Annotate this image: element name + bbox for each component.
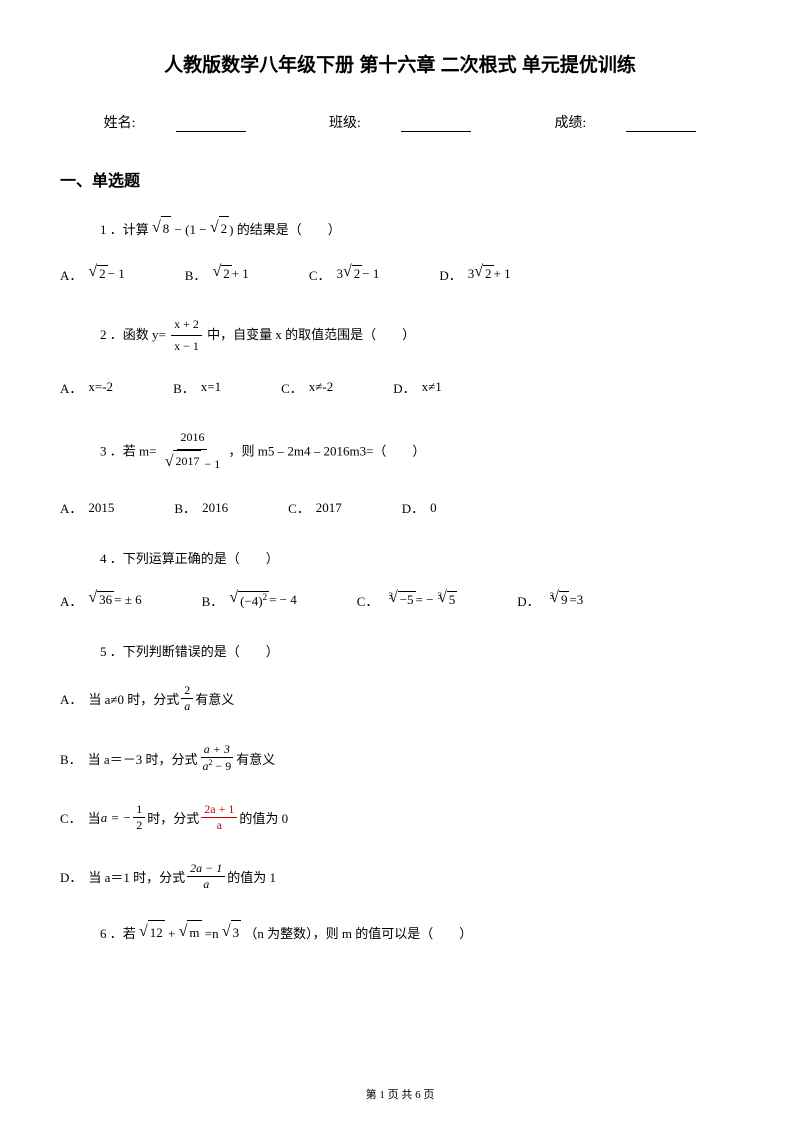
q5-option-c: C．当 a = −12时，分式2a + 1a 的值为 0 xyxy=(60,802,740,833)
question-6: 6 ．若 √12 + √m =n √3 （n 为整数），则 m 的值可以是（ ） xyxy=(100,920,740,949)
q1-option-c: C．3√2 − 1 xyxy=(309,265,380,284)
question-4: 4 ．下列运算正确的是（ ） xyxy=(100,547,740,570)
name-blank xyxy=(176,118,246,132)
q2-option-d: D．x≠1 xyxy=(393,378,442,397)
class-label: 班级: xyxy=(309,116,491,131)
q5-options: A．当 a≠0 时，分式2a有意义 B．当 a＝－3 时，分式a + 3a2 −… xyxy=(60,683,740,892)
q3-option-b: B．2016 xyxy=(174,498,228,517)
question-3: 3 ．若 m= 2016√2017 − 1 ，则 m5 – 2m4 – 2016… xyxy=(100,427,740,478)
section-title: 一、单选题 xyxy=(60,167,740,191)
score-blank xyxy=(626,118,696,132)
q1-option-d: D．3√2 + 1 xyxy=(439,265,510,284)
q1-options: A．√2 − 1 B．√2 + 1 C．3√2 − 1 D．3√2 + 1 xyxy=(60,265,740,284)
question-2: 2 ．函数 y= x + 2x − 1 中，自变量 x 的取值范围是（ ） xyxy=(100,314,740,358)
student-info-row: 姓名: 班级: 成绩: xyxy=(60,112,740,132)
q3-options: A．2015 B．2016 C．2017 D．0 xyxy=(60,498,740,517)
q1-option-b: B．√2 + 1 xyxy=(185,265,249,284)
page-title: 人教版数学八年级下册 第十六章 二次根式 单元提优训练 xyxy=(60,50,740,77)
q4-option-d: D．3√9=3 xyxy=(517,591,583,610)
q5-option-a: A．当 a≠0 时，分式2a有意义 xyxy=(60,683,740,714)
q3-option-a: A．2015 xyxy=(60,498,114,517)
q4-option-a: A．√36= ± 6 xyxy=(60,591,142,610)
q4-option-b: B．√(−4)2 = − 4 xyxy=(202,591,297,610)
q2-option-a: A．x=-2 xyxy=(60,378,113,397)
question-5: 5 ．下列判断错误的是（ ） xyxy=(100,640,740,663)
question-1: 1 ．计算 √8 − (1 − √2) 的结果是（ ） xyxy=(100,216,740,245)
q2-options: A．x=-2 B．x=1 C．x≠-2 D．x≠1 xyxy=(60,378,740,397)
class-blank xyxy=(401,118,471,132)
q4-options: A．√36= ± 6 B．√(−4)2 = − 4 C．3√−5 = −3√5 … xyxy=(60,591,740,610)
q5-option-d: D．当 a＝1 时，分式 2a − 1a 的值为 1 xyxy=(60,861,740,892)
q2-option-b: B．x=1 xyxy=(173,378,221,397)
q2-option-c: C．x≠-2 xyxy=(281,378,333,397)
q3-option-c: C．2017 xyxy=(288,498,342,517)
q3-option-d: D．0 xyxy=(402,498,437,517)
name-label: 姓名: xyxy=(84,116,266,131)
q1-option-a: A．√2 − 1 xyxy=(60,265,125,284)
q4-option-c: C．3√−5 = −3√5 xyxy=(357,591,458,610)
score-label: 成绩: xyxy=(534,116,716,131)
q5-option-b: B．当 a＝－3 时，分式a + 3a2 − 9有意义 xyxy=(60,742,740,774)
page-footer: 第 1 页 共 6 页 xyxy=(0,1086,800,1102)
